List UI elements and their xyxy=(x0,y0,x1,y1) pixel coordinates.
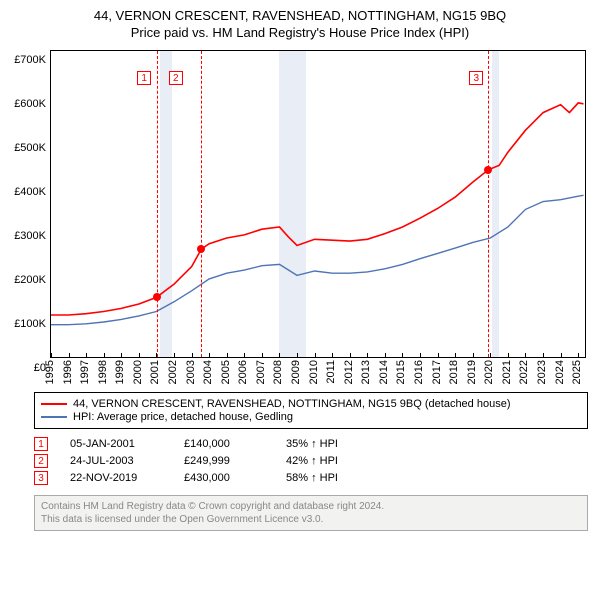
y-tick-label: £600K xyxy=(2,98,46,110)
y-tick-label: £500K xyxy=(2,142,46,154)
sale-dot xyxy=(153,293,161,301)
sale-dot xyxy=(484,166,492,174)
attribution-box: Contains HM Land Registry data © Crown c… xyxy=(34,495,588,531)
sale-price: £430,000 xyxy=(184,472,264,484)
x-tick-label: 2023 xyxy=(536,360,548,384)
sale-delta: 35% ↑ HPI xyxy=(286,438,338,450)
sale-key-box: 1 xyxy=(34,437,48,451)
table-row: 1 05-JAN-2001 £140,000 35% ↑ HPI xyxy=(34,437,588,451)
y-tick-label: £400K xyxy=(2,186,46,198)
legend-label: HPI: Average price, detached house, Gedl… xyxy=(73,411,293,423)
sale-date: 24-JUL-2003 xyxy=(70,455,162,467)
sale-vline xyxy=(201,51,202,357)
y-tick-label: £100K xyxy=(2,318,46,330)
sale-date: 05-JAN-2001 xyxy=(70,438,162,450)
sale-marker-box: 3 xyxy=(469,71,483,85)
x-tick-label: 2011 xyxy=(325,360,337,384)
y-axis-labels: £0£100K£200K£300K£400K£500K£600K£700K xyxy=(0,50,50,368)
sale-key-box: 3 xyxy=(34,471,48,485)
x-tick-label: 2013 xyxy=(360,360,372,384)
sale-vline xyxy=(488,51,489,357)
sale-price: £249,999 xyxy=(184,455,264,467)
x-tick-label: 2017 xyxy=(431,360,443,384)
title-line-1: 44, VERNON CRESCENT, RAVENSHEAD, NOTTING… xyxy=(0,8,600,23)
y-tick-label: £300K xyxy=(2,230,46,242)
x-tick-label: 2006 xyxy=(237,360,249,384)
sale-price: £140,000 xyxy=(184,438,264,450)
legend-item: 44, VERNON CRESCENT, RAVENSHEAD, NOTTING… xyxy=(41,398,581,410)
chart-container: 44, VERNON CRESCENT, RAVENSHEAD, NOTTING… xyxy=(0,0,600,531)
legend-item: HPI: Average price, detached house, Gedl… xyxy=(41,411,581,423)
y-tick-label: £200K xyxy=(2,274,46,286)
x-tick-label: 2024 xyxy=(554,360,566,384)
x-tick-label: 1997 xyxy=(79,360,91,384)
legend-swatch xyxy=(41,416,67,418)
x-tick-label: 2007 xyxy=(255,360,267,384)
series-svg xyxy=(51,51,586,358)
x-tick-label: 2025 xyxy=(571,360,583,384)
sale-key-box: 2 xyxy=(34,454,48,468)
x-tick-label: 2018 xyxy=(448,360,460,384)
legend-label: 44, VERNON CRESCENT, RAVENSHEAD, NOTTING… xyxy=(73,398,510,410)
x-tick-label: 2012 xyxy=(343,360,355,384)
x-axis-labels: 1995199619971998199920002001200220032004… xyxy=(50,358,586,386)
series-line xyxy=(51,103,584,315)
legend-swatch xyxy=(41,403,67,405)
x-tick-label: 2005 xyxy=(220,360,232,384)
plot-area: 1 2 3 xyxy=(50,50,586,358)
x-tick-label: 2003 xyxy=(185,360,197,384)
table-row: 2 24-JUL-2003 £249,999 42% ↑ HPI xyxy=(34,454,588,468)
x-tick-label: 2002 xyxy=(167,360,179,384)
chart-titles: 44, VERNON CRESCENT, RAVENSHEAD, NOTTING… xyxy=(0,0,600,40)
table-row: 3 22-NOV-2019 £430,000 58% ↑ HPI xyxy=(34,471,588,485)
x-tick-label: 2010 xyxy=(308,360,320,384)
x-tick-label: 2014 xyxy=(378,360,390,384)
sale-dot xyxy=(197,245,205,253)
y-tick-label: £700K xyxy=(2,54,46,66)
sale-delta: 42% ↑ HPI xyxy=(286,455,338,467)
x-tick-label: 2009 xyxy=(290,360,302,384)
x-tick-label: 2021 xyxy=(501,360,513,384)
sale-marker-box: 2 xyxy=(169,71,183,85)
x-tick-label: 2001 xyxy=(149,360,161,384)
x-tick-label: 2022 xyxy=(518,360,530,384)
x-tick-label: 2020 xyxy=(483,360,495,384)
sale-delta: 58% ↑ HPI xyxy=(286,472,338,484)
x-tick-label: 2004 xyxy=(202,360,214,384)
x-tick-label: 2019 xyxy=(466,360,478,384)
y-tick-label: £0 xyxy=(2,362,46,374)
sale-marker-box: 1 xyxy=(137,71,151,85)
x-tick-label: 1995 xyxy=(44,360,56,384)
x-tick-label: 1998 xyxy=(97,360,109,384)
legend: 44, VERNON CRESCENT, RAVENSHEAD, NOTTING… xyxy=(34,392,588,429)
sale-date: 22-NOV-2019 xyxy=(70,472,162,484)
attribution-line: This data is licensed under the Open Gov… xyxy=(41,513,581,526)
sales-table: 1 05-JAN-2001 £140,000 35% ↑ HPI 2 24-JU… xyxy=(34,437,588,485)
sale-vline xyxy=(157,51,158,357)
x-tick-label: 2015 xyxy=(395,360,407,384)
x-tick-label: 1996 xyxy=(62,360,74,384)
x-tick-label: 2000 xyxy=(132,360,144,384)
x-tick-label: 1999 xyxy=(114,360,126,384)
x-tick-label: 2008 xyxy=(272,360,284,384)
title-line-2: Price paid vs. HM Land Registry's House … xyxy=(0,25,600,40)
attribution-line: Contains HM Land Registry data © Crown c… xyxy=(41,500,581,513)
x-tick-label: 2016 xyxy=(413,360,425,384)
